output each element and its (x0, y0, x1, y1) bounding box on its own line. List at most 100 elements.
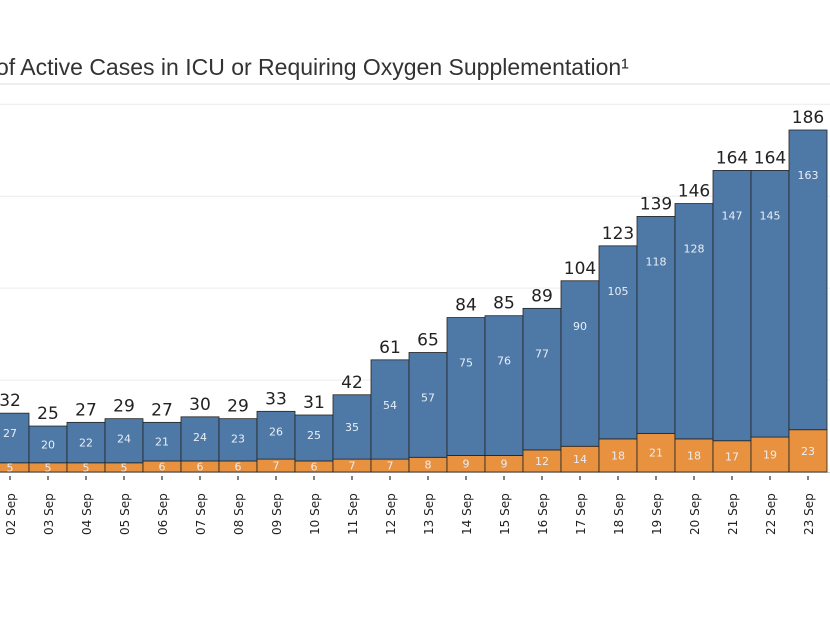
bar-segment-oxygen (636, 432, 676, 473)
segment-label: 90 (573, 320, 587, 333)
segment-label: 7 (387, 460, 394, 473)
bar-segment-icu (674, 203, 714, 440)
segment-label: 9 (501, 458, 508, 471)
segment-label: 20 (41, 438, 55, 451)
total-label: 33 (265, 389, 287, 409)
segment-label: 6 (159, 460, 166, 473)
bar-segment-icu (66, 421, 106, 464)
x-tick-label: 10 Sep (308, 493, 322, 535)
segment-label: 24 (193, 431, 207, 444)
bar-segment-icu (598, 245, 638, 440)
segment-label: 12 (535, 455, 549, 468)
bar-segment-icu (142, 421, 182, 462)
segment-label: 5 (83, 461, 90, 474)
total-label: 164 (716, 148, 748, 168)
bar-segment-icu (218, 418, 258, 462)
segment-label: 22 (79, 436, 93, 449)
x-tick-label: 15 Sep (498, 493, 512, 535)
x-tick-label: 14 Sep (460, 493, 474, 535)
x-tick-label: 20 Sep (688, 493, 702, 535)
x-tick-label: 13 Sep (422, 493, 436, 535)
bar-segment-icu (636, 216, 676, 434)
total-label: 123 (602, 224, 634, 244)
x-tick-label: 02 Sep (4, 493, 18, 535)
total-label: 186 (792, 108, 824, 128)
x-tick-label: 12 Sep (384, 493, 398, 535)
x-tick-label: 05 Sep (118, 493, 132, 535)
total-label: 27 (75, 400, 97, 420)
bar-segment-icu (104, 418, 144, 464)
x-tick-label: 17 Sep (574, 493, 588, 535)
segment-label: 76 (497, 355, 511, 368)
chart-title: of Active Cases in ICU or Requiring Oxyg… (0, 54, 629, 80)
segment-label: 17 (725, 450, 739, 463)
x-tick-label: 21 Sep (726, 493, 740, 535)
bar-segment-icu (370, 359, 410, 460)
segment-label: 77 (535, 347, 549, 360)
x-tick-label: 03 Sep (42, 493, 56, 535)
segment-label: 6 (235, 460, 242, 473)
segment-label: 9 (463, 458, 470, 471)
bar-segment-icu (484, 315, 524, 456)
bar-segment-icu (522, 307, 562, 451)
segment-label: 7 (273, 460, 280, 473)
total-label: 25 (37, 404, 59, 424)
segment-label: 26 (269, 425, 283, 438)
segment-label: 145 (760, 209, 781, 222)
segment-label: 5 (45, 461, 52, 474)
segment-label: 163 (798, 169, 819, 182)
segment-label: 23 (801, 445, 815, 458)
bar-segment-icu (294, 414, 334, 462)
bar-segment-icu (560, 280, 600, 447)
x-tick-label: 06 Sep (156, 493, 170, 535)
segment-label: 8 (425, 459, 432, 472)
total-label: 27 (151, 400, 173, 420)
bar-segment-icu (180, 416, 220, 462)
bar-segment-icu (332, 394, 372, 460)
total-label: 29 (113, 397, 135, 417)
bar-segment-icu (408, 352, 448, 458)
bar-segment-oxygen (560, 445, 600, 473)
total-label: 42 (341, 373, 363, 393)
segment-label: 21 (155, 436, 169, 449)
segment-label: 75 (459, 357, 473, 370)
bar-segment-oxygen (0, 462, 30, 473)
segment-label: 5 (7, 461, 14, 474)
bar-segment-oxygen (598, 438, 638, 473)
segment-label: 19 (763, 449, 777, 462)
segment-label: 54 (383, 399, 397, 412)
x-tick-label: 22 Sep (764, 493, 778, 535)
total-label: 61 (379, 338, 401, 358)
total-label: 32 (0, 391, 21, 411)
bar-segment-icu (750, 170, 790, 438)
segment-label: 24 (117, 433, 131, 446)
total-label: 29 (227, 397, 249, 417)
x-tick-label: 18 Sep (612, 493, 626, 535)
segment-label: 118 (646, 255, 667, 268)
total-label: 31 (303, 393, 325, 413)
total-label: 164 (754, 148, 786, 168)
bar-segment-icu (256, 410, 296, 460)
bar-segment-icu (788, 129, 828, 431)
x-tick-label: 09 Sep (270, 493, 284, 535)
total-label: 65 (417, 330, 439, 350)
total-label: 104 (564, 259, 596, 279)
x-tick-label: 16 Sep (536, 493, 550, 535)
x-tick-label: 08 Sep (232, 493, 246, 535)
segment-label: 14 (573, 453, 587, 466)
segment-label: 25 (307, 429, 321, 442)
total-label: 146 (678, 182, 710, 202)
bar-segment-icu (28, 425, 68, 464)
segment-label: 6 (197, 460, 204, 473)
total-label: 84 (455, 296, 477, 316)
segment-label: 128 (684, 243, 705, 256)
segment-label: 5 (121, 461, 128, 474)
total-label: 139 (640, 194, 672, 214)
segment-label: 35 (345, 421, 359, 434)
segment-label: 147 (722, 209, 743, 222)
total-label: 89 (531, 286, 553, 306)
segment-label: 23 (231, 433, 245, 446)
total-label: 85 (493, 294, 515, 314)
bar-segment-icu (712, 170, 752, 442)
bar-segment-icu (0, 412, 30, 464)
